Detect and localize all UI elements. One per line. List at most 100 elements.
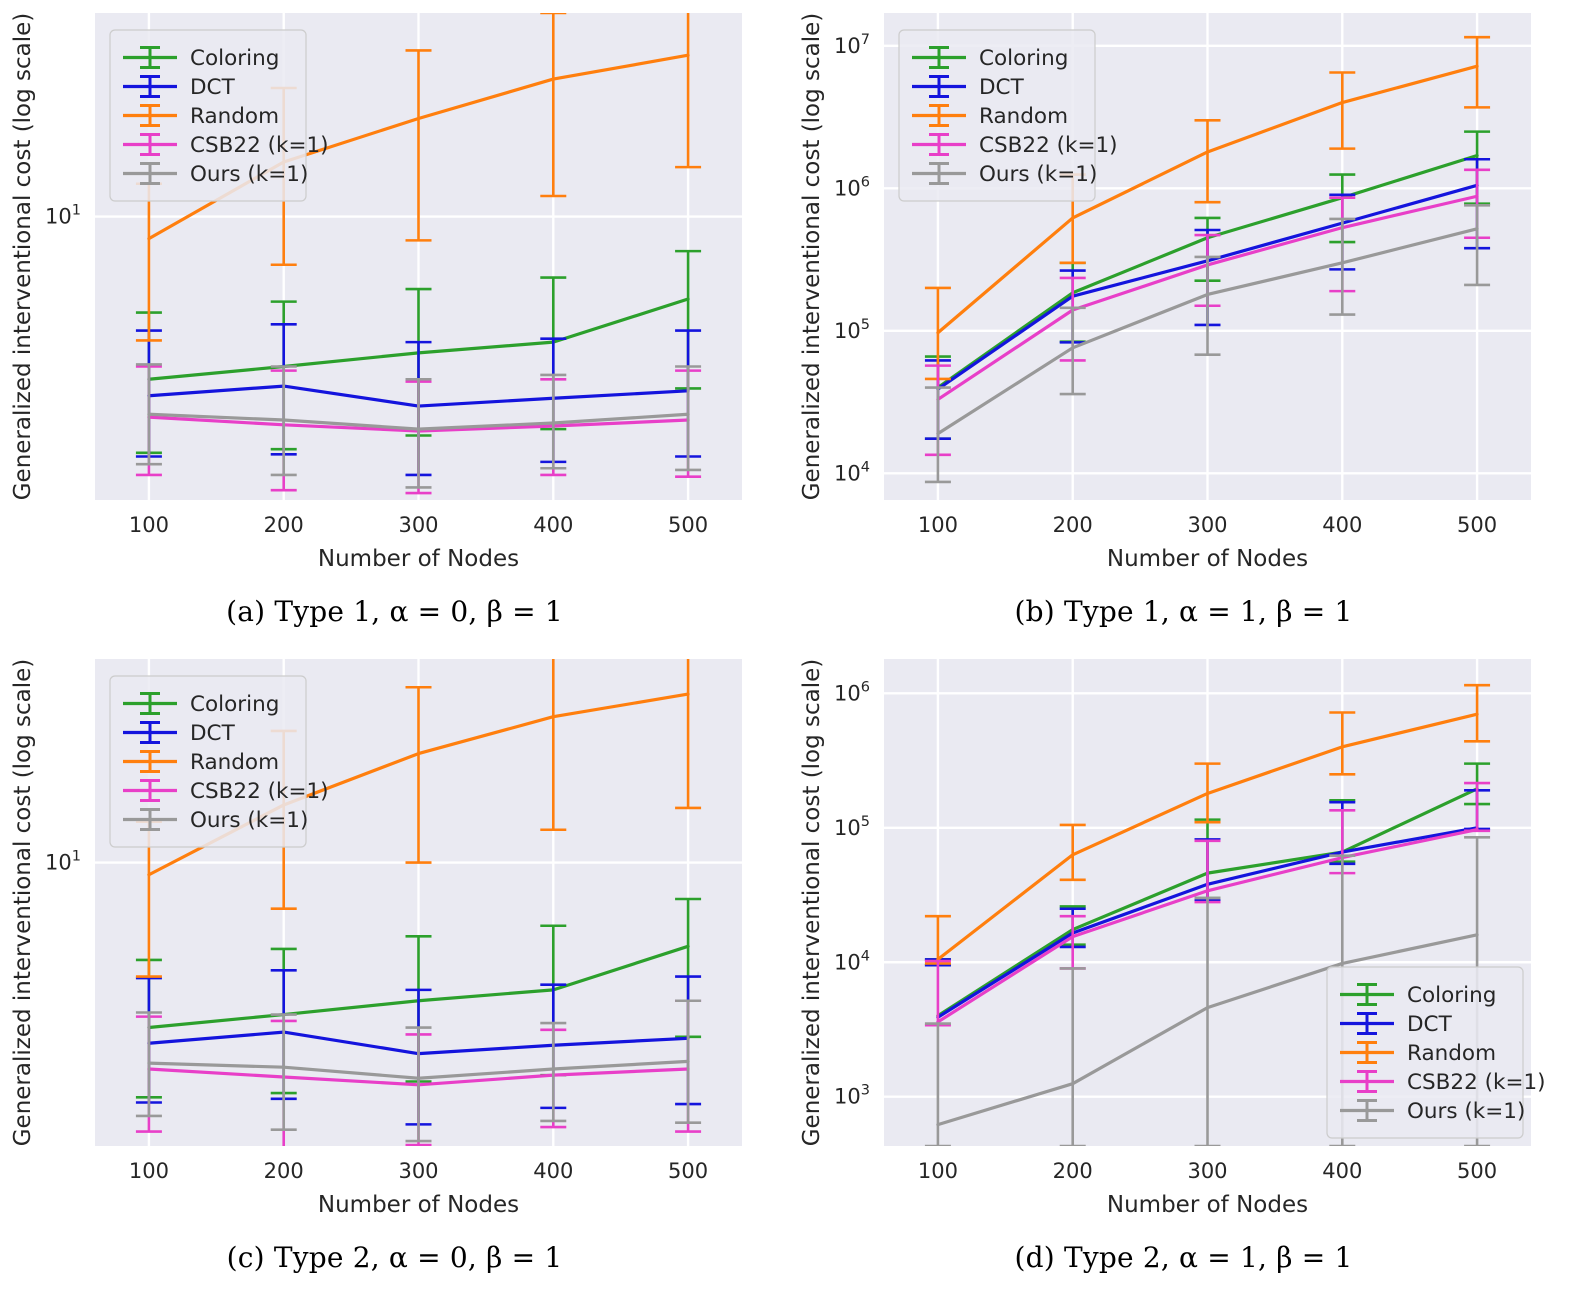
svg-text:400: 400 <box>1322 1159 1362 1183</box>
panel-d-y-axis-ticks: 103 104 105 106 <box>834 679 870 1108</box>
panel-c-legend-item-dct: DCT <box>123 721 236 746</box>
panel-d-x-axis-title: Number of Nodes <box>1107 1192 1308 1216</box>
panel-b-svg: 104 105 106 107 100 200 300 400 500 Number of Nod… <box>799 13 1531 570</box>
panel-a-series-ours-k-1 <box>135 363 702 489</box>
svg-text:Random: Random <box>190 104 279 129</box>
panel-a: 101 100 200 300 400 500 Number of Nodes General… <box>0 0 789 646</box>
panel-c-legend-item-csb22-k-1: CSB22 (k=1) <box>123 779 329 804</box>
panel-d-plot: 103 104 105 106 100 200 300 400 500 Number of Nod… <box>789 646 1578 1216</box>
svg-text:CSB22 (k=1): CSB22 (k=1) <box>1407 1070 1546 1095</box>
panel-a-legend-item-coloring: Coloring <box>123 46 279 71</box>
panel-d-legend-item-coloring: Coloring <box>1340 983 1496 1008</box>
panel-b-legend-item-csb22-k-1: CSB22 (k=1) <box>912 133 1118 158</box>
panel-a-legend-item-ours-k-1: Ours (k=1) <box>123 162 308 187</box>
panel-d-caption: (d) Type 2, α = 1, β = 1 <box>1014 1241 1353 1274</box>
panel-a-legend: Coloring DCT Random CSB22 (k=1) Ours (k=1) <box>109 29 329 202</box>
svg-text:105: 105 <box>834 814 870 840</box>
panel-c-x-axis-ticks: 100 200 300 400 500 <box>129 1159 708 1183</box>
svg-text:Coloring: Coloring <box>190 692 279 717</box>
panel-b-legend-item-ours-k-1: Ours (k=1) <box>912 162 1097 187</box>
svg-text:500: 500 <box>1457 1159 1497 1183</box>
svg-text:300: 300 <box>1187 513 1227 537</box>
svg-text:103: 103 <box>834 1083 870 1109</box>
panel-b-plot: 104 105 106 107 100 200 300 400 500 Number of Nod… <box>789 0 1578 570</box>
svg-text:Ours (k=1): Ours (k=1) <box>1407 1099 1525 1124</box>
panel-b: 104 105 106 107 100 200 300 400 500 Number of Nod… <box>789 0 1578 646</box>
panel-d-x-axis-ticks: 100 200 300 400 500 <box>918 1159 1497 1183</box>
panel-c-x-axis-title: Number of Nodes <box>318 1192 519 1216</box>
panel-c-legend-item-random: Random <box>123 750 279 775</box>
svg-text:300: 300 <box>1187 1159 1227 1183</box>
svg-text:Ours (k=1): Ours (k=1) <box>190 162 308 187</box>
svg-text:200: 200 <box>264 513 304 537</box>
panel-c: 101 100 200 300 400 500 Number of Nodes General… <box>0 646 789 1292</box>
panel-a-legend-item-dct: DCT <box>123 75 236 100</box>
svg-text:105: 105 <box>834 317 870 343</box>
svg-text:200: 200 <box>1053 513 1093 537</box>
panel-c-series-group <box>135 659 702 1146</box>
svg-text:Coloring: Coloring <box>1407 983 1496 1008</box>
panel-b-x-axis-ticks: 100 200 300 400 500 <box>918 513 1497 537</box>
panel-c-legend: Coloring DCT Random CSB22 (k=1) Ours (k=1) <box>109 675 329 848</box>
panel-a-series-group <box>135 13 702 495</box>
panel-b-series-ours-k-1 <box>924 204 1491 484</box>
svg-text:Random: Random <box>1407 1041 1496 1066</box>
panel-d-y-axis-title: Generalized interventional cost (log sca… <box>799 659 825 1147</box>
svg-text:200: 200 <box>1053 1159 1093 1183</box>
panel-a-caption: (a) Type 1, α = 0, β = 1 <box>226 595 563 628</box>
panel-c-svg: 101 100 200 300 400 500 Number of Nodes General… <box>10 659 742 1216</box>
panel-b-legend-item-coloring: Coloring <box>912 46 1068 71</box>
svg-text:100: 100 <box>918 1159 958 1183</box>
svg-text:500: 500 <box>668 1159 708 1183</box>
svg-text:400: 400 <box>533 1159 573 1183</box>
panel-a-plot: 101 100 200 300 400 500 Number of Nodes General… <box>0 0 789 570</box>
svg-text:DCT: DCT <box>1407 1012 1453 1037</box>
svg-text:DCT: DCT <box>190 721 236 746</box>
panel-d-legend: Coloring DCT Random CSB22 (k=1) Ours (k=1) <box>1326 966 1546 1139</box>
svg-text:Random: Random <box>190 750 279 775</box>
panel-d-svg: 103 104 105 106 100 200 300 400 500 Number of Nod… <box>799 659 1546 1216</box>
panel-c-plot: 101 100 200 300 400 500 Number of Nodes General… <box>0 646 789 1216</box>
panel-b-legend-item-random: Random <box>912 104 1068 129</box>
panel-b-legend-item-dct: DCT <box>912 75 1025 100</box>
svg-text:500: 500 <box>668 513 708 537</box>
panel-d-legend-item-random: Random <box>1340 1041 1496 1066</box>
panel-c-series-ours-k-1 <box>135 999 702 1143</box>
panel-b-y-axis-ticks: 104 105 106 107 <box>834 32 870 486</box>
svg-text:104: 104 <box>834 459 870 485</box>
svg-text:100: 100 <box>918 513 958 537</box>
svg-text:100: 100 <box>129 513 169 537</box>
panel-a-svg: 101 100 200 300 400 500 Number of Nodes General… <box>10 13 742 570</box>
svg-text:400: 400 <box>1322 513 1362 537</box>
panel-b-caption: (b) Type 1, α = 1, β = 1 <box>1014 595 1353 628</box>
panel-a-legend-item-random: Random <box>123 104 279 129</box>
svg-text:107: 107 <box>834 32 870 58</box>
svg-text:DCT: DCT <box>979 75 1025 100</box>
svg-text:CSB22 (k=1): CSB22 (k=1) <box>190 779 329 804</box>
panel-a-legend-item-csb22-k-1: CSB22 (k=1) <box>123 133 329 158</box>
svg-text:300: 300 <box>398 513 438 537</box>
svg-text:500: 500 <box>1457 513 1497 537</box>
svg-text:Ours (k=1): Ours (k=1) <box>979 162 1097 187</box>
panel-d-series-random <box>924 683 1491 965</box>
panel-b-series-group <box>924 35 1491 484</box>
panel-c-legend-item-ours-k-1: Ours (k=1) <box>123 808 308 833</box>
panel-c-y-axis-title: Generalized interventional cost (log sca… <box>10 659 36 1147</box>
panel-d: 103 104 105 106 100 200 300 400 500 Number of Nod… <box>789 646 1578 1292</box>
svg-text:100: 100 <box>129 1159 169 1183</box>
svg-text:104: 104 <box>834 948 870 974</box>
panel-a-y-axis-ticks: 101 <box>45 203 81 229</box>
svg-text:106: 106 <box>834 174 870 200</box>
svg-text:106: 106 <box>834 679 870 705</box>
panel-c-caption: (c) Type 2, α = 0, β = 1 <box>226 1241 563 1274</box>
svg-text:CSB22 (k=1): CSB22 (k=1) <box>190 133 329 158</box>
panel-b-y-axis-title: Generalized interventional cost (log sca… <box>799 13 825 501</box>
svg-text:101: 101 <box>45 203 81 229</box>
svg-text:CSB22 (k=1): CSB22 (k=1) <box>979 133 1118 158</box>
svg-text:400: 400 <box>533 513 573 537</box>
svg-text:300: 300 <box>398 1159 438 1183</box>
svg-text:Coloring: Coloring <box>190 46 279 71</box>
panel-a-y-axis-title: Generalized interventional cost (log sca… <box>10 13 36 501</box>
panel-b-legend: Coloring DCT Random CSB22 (k=1) Ours (k=1) <box>898 29 1118 202</box>
panel-d-legend-item-csb22-k-1: CSB22 (k=1) <box>1340 1070 1546 1095</box>
